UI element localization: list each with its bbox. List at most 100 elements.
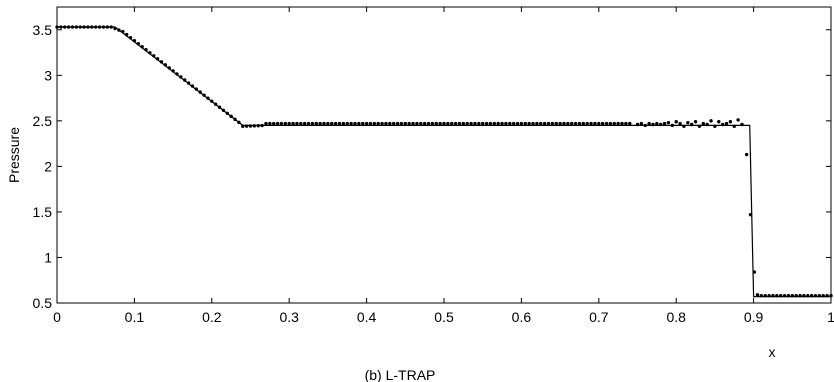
data-point [244,124,249,128]
data-point [554,121,558,126]
data-point [523,121,527,126]
x-tick-label: 0.6 [512,309,532,325]
data-point [179,75,183,79]
data-point [643,123,647,128]
y-tick-label: 2 [44,158,52,174]
data-point [97,25,102,29]
data-point [744,152,749,157]
x-tick-label: 0 [53,309,61,325]
data-point [132,38,137,43]
data-point [705,122,709,127]
data-point [732,124,736,129]
data-point [430,121,435,126]
data-point [782,294,787,298]
data-point [813,294,818,298]
data-point [384,121,388,126]
data-point [326,121,330,126]
data-point [94,25,98,29]
data-point [148,51,152,55]
data-point [264,121,268,126]
data-point [272,121,276,126]
data-point [229,114,233,119]
data-point [752,270,757,274]
data-point [573,121,578,126]
data-point [442,121,446,126]
data-point [411,121,415,126]
data-point [647,121,651,126]
data-point [159,60,164,64]
data-point [515,121,520,126]
data-point [341,121,346,126]
data-point [689,122,694,127]
data-point [395,121,400,126]
data-point [786,294,791,298]
data-point [349,121,353,126]
data-point [558,121,562,126]
data-point [357,121,361,126]
x-tick-label: 1 [827,309,834,325]
data-point [368,121,373,126]
data-point [63,25,67,29]
data-point [821,294,825,298]
data-point [670,123,675,128]
data-point [477,121,481,126]
axis-ticks: 0 0.1 0.2 0.3 0.4 0.5 0.6 0.7 0.8 0.9 1 0.5 1 1.5 2 2.5… [33,7,834,325]
data-point [608,121,613,126]
data-point [318,121,322,126]
data-point [74,25,79,29]
data-point [771,294,775,298]
y-tick-label: 3.5 [33,22,53,38]
data-point [206,96,210,100]
data-point [577,121,582,126]
data-point [391,121,396,126]
data-point [82,25,86,29]
data-point [682,124,686,129]
data-point [279,121,284,126]
data-point [504,121,508,126]
data-point [724,121,729,126]
data-point [778,294,783,298]
data-point [210,99,214,103]
data-point [748,212,753,217]
data-point [662,121,667,126]
data-point [407,121,411,126]
data-point [171,69,175,73]
data-point [252,124,257,128]
data-point [175,72,179,76]
data-point [806,294,810,298]
data-point [570,121,574,126]
data-point [225,111,229,115]
y-tick-label: 1 [44,249,52,265]
data-point [763,294,767,298]
data-point [488,121,493,126]
data-point [481,121,485,126]
data-point [295,121,299,126]
x-tick-label: 0.4 [357,309,377,325]
x-tick-label: 0.8 [666,309,686,325]
data-point [674,120,678,124]
data-point [790,294,794,298]
data-point [237,120,241,125]
data-point [612,121,616,126]
x-tick-label: 0.5 [434,309,454,325]
data-point [217,105,222,109]
data-point [562,121,566,126]
data-point [527,121,531,126]
data-point [419,121,423,126]
x-tick-label: 0.1 [125,309,145,325]
data-point [686,120,690,125]
data-point [376,121,380,126]
data-point [190,84,195,88]
plot-marks [55,25,833,298]
data-point [333,121,338,126]
data-point [337,121,342,126]
data-point [775,294,779,298]
data-point [539,121,543,126]
data-point [659,122,663,127]
data-point [113,26,117,31]
data-point [736,118,740,122]
data-point [241,124,245,129]
data-point [589,121,593,126]
data-point [268,121,272,126]
